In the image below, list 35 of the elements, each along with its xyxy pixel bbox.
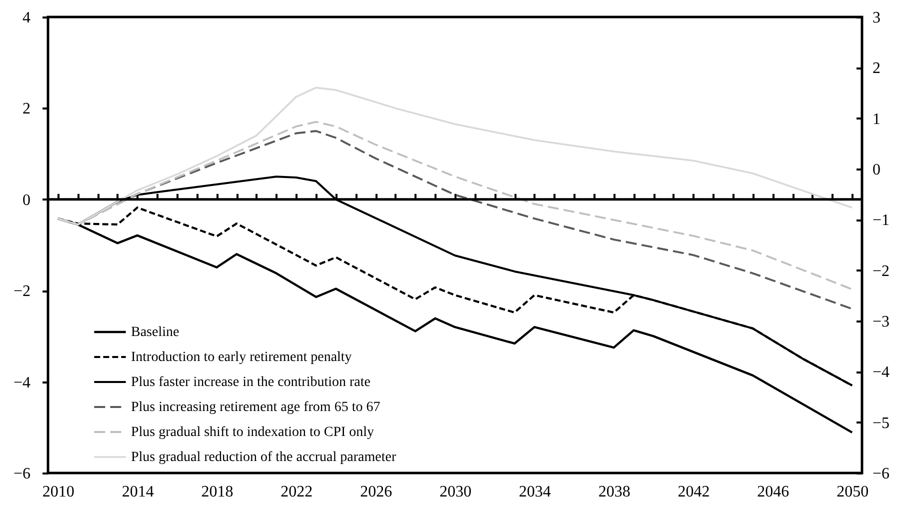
y-tick-label: 4 xyxy=(22,10,30,26)
y-tick-label: 0 xyxy=(22,192,30,209)
y2-tick-label: 3 xyxy=(872,10,880,26)
legend-label: Plus increasing retirement age from 65 to 67 xyxy=(131,400,380,415)
y-tick-label: −4 xyxy=(13,374,30,392)
y-tick-label: −6 xyxy=(13,466,30,482)
x-tick-label: 2046 xyxy=(757,484,790,500)
y-tick-label: 2 xyxy=(22,100,30,118)
legend-label: Plus faster increase in the contribution rate xyxy=(131,375,370,390)
y2-tick-label: 0 xyxy=(872,162,880,178)
y2-tick-label: −1 xyxy=(872,212,890,230)
x-tick-label: 2022 xyxy=(280,484,313,500)
legend-label: Baseline xyxy=(131,325,180,340)
line-series xyxy=(56,120,854,290)
y2-tick-label: 2 xyxy=(872,60,880,78)
x-tick-label: 2030 xyxy=(440,484,472,500)
x-tick-label: 2034 xyxy=(518,484,551,500)
x-tick-label: 2026 xyxy=(360,484,392,500)
x-tick-label: 2014 xyxy=(122,484,154,500)
x-tick-label: 2010 xyxy=(42,484,74,500)
x-tick-label: 2018 xyxy=(201,484,234,500)
y-tick-label: −2 xyxy=(13,283,30,300)
x-tick-label: 2050 xyxy=(836,484,869,500)
y2-tick-label: −6 xyxy=(872,466,890,482)
y2-tick-label: −4 xyxy=(872,364,890,382)
y2-tick-label: −5 xyxy=(872,414,890,432)
legend-label: Plus gradual reduction of the accrual parameter xyxy=(131,450,396,465)
legend-label: Introduction to early retirement penalty xyxy=(131,350,352,365)
x-tick-label: 2042 xyxy=(678,484,710,500)
line-series xyxy=(57,86,853,226)
x-tick-label: 2038 xyxy=(598,484,630,500)
y2-tick-label: 1 xyxy=(872,110,880,128)
legend-label: Plus gradual shift to indexation to CPI only xyxy=(131,425,374,440)
y2-tick-label: −2 xyxy=(872,262,890,280)
y2-tick-label: −3 xyxy=(872,314,890,330)
